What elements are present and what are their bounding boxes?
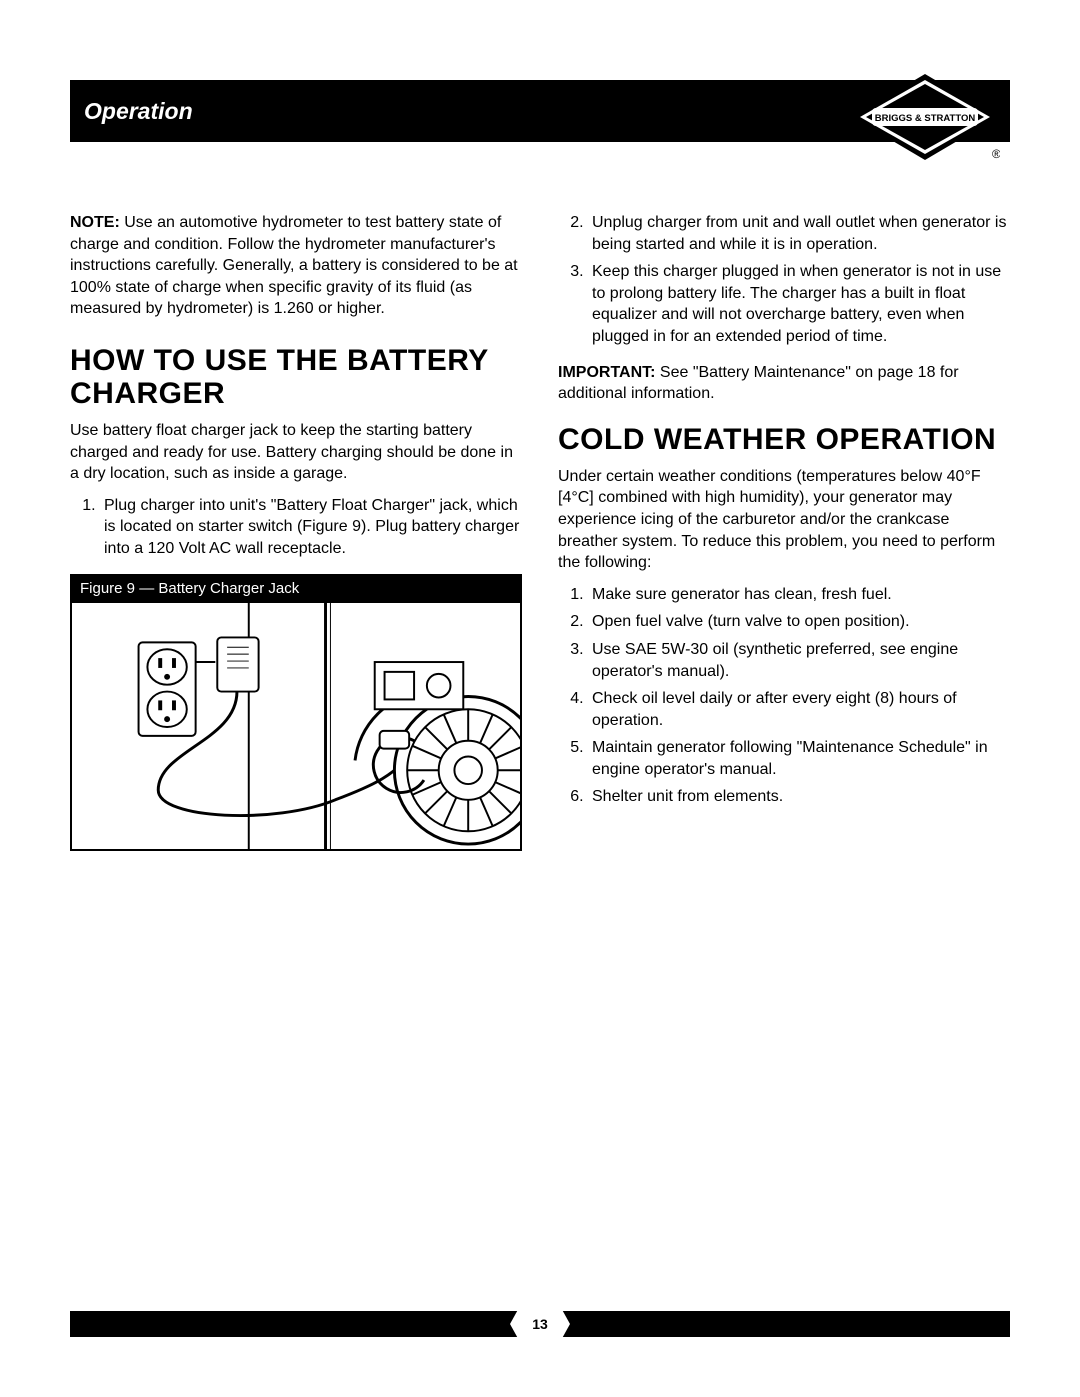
note-paragraph: NOTE: Use an automotive hydrometer to te… — [70, 212, 522, 320]
list-item: Maintain generator following "Maintenanc… — [588, 737, 1010, 780]
note-text: Use an automotive hydrometer to test bat… — [70, 214, 518, 317]
header-bar: Operation BRIGGS & STRATTON ® — [70, 80, 1010, 142]
cold-weather-intro: Under certain weather conditions (temper… — [558, 466, 1010, 574]
list-item: Open fuel valve (turn valve to open posi… — [588, 611, 1010, 633]
charger-steps: Plug charger into unit's "Battery Float … — [70, 495, 522, 560]
charger-heading: HOW TO USE THE BATTERY CHARGER — [70, 344, 522, 410]
cold-weather-heading: COLD WEATHER OPERATION — [558, 423, 1010, 456]
columns: NOTE: Use an automotive hydrometer to te… — [70, 212, 1010, 851]
important-label: IMPORTANT: — [558, 364, 655, 381]
list-item: Make sure generator has clean, fresh fue… — [588, 584, 1010, 606]
brand-logo: BRIGGS & STRATTON ® — [850, 72, 1000, 162]
brand-text: BRIGGS & STRATTON — [875, 113, 976, 124]
list-item: Keep this charger plugged in when genera… — [588, 261, 1010, 347]
list-item: Unplug charger from unit and wall outlet… — [588, 212, 1010, 255]
charger-steps-cont: Unplug charger from unit and wall outlet… — [558, 212, 1010, 348]
right-column: Unplug charger from unit and wall outlet… — [558, 212, 1010, 851]
figure-caption: Figure 9 — Battery Charger Jack — [70, 574, 522, 601]
list-item: Check oil level daily or after every eig… — [588, 688, 1010, 731]
page-number-badge: 13 — [510, 1311, 570, 1337]
note-label: NOTE: — [70, 214, 120, 231]
list-item: Plug charger into unit's "Battery Float … — [100, 495, 522, 560]
list-item: Use SAE 5W-30 oil (synthetic preferred, … — [588, 639, 1010, 682]
charger-jack-illustration — [72, 603, 520, 849]
registered-mark: ® — [992, 147, 1000, 161]
page-number: 13 — [532, 1316, 548, 1332]
list-item: Shelter unit from elements. — [588, 786, 1010, 808]
section-title: Operation — [84, 98, 193, 125]
left-column: NOTE: Use an automotive hydrometer to te… — [70, 212, 522, 851]
footer-bar: 13 — [70, 1311, 1010, 1337]
charger-intro: Use battery float charger jack to keep t… — [70, 420, 522, 485]
cold-weather-steps: Make sure generator has clean, fresh fue… — [558, 584, 1010, 808]
figure-9 — [70, 601, 522, 851]
page: Operation BRIGGS & STRATTON ® NOTE: Use … — [0, 0, 1080, 1397]
important-paragraph: IMPORTANT: See "Battery Maintenance" on … — [558, 362, 1010, 405]
